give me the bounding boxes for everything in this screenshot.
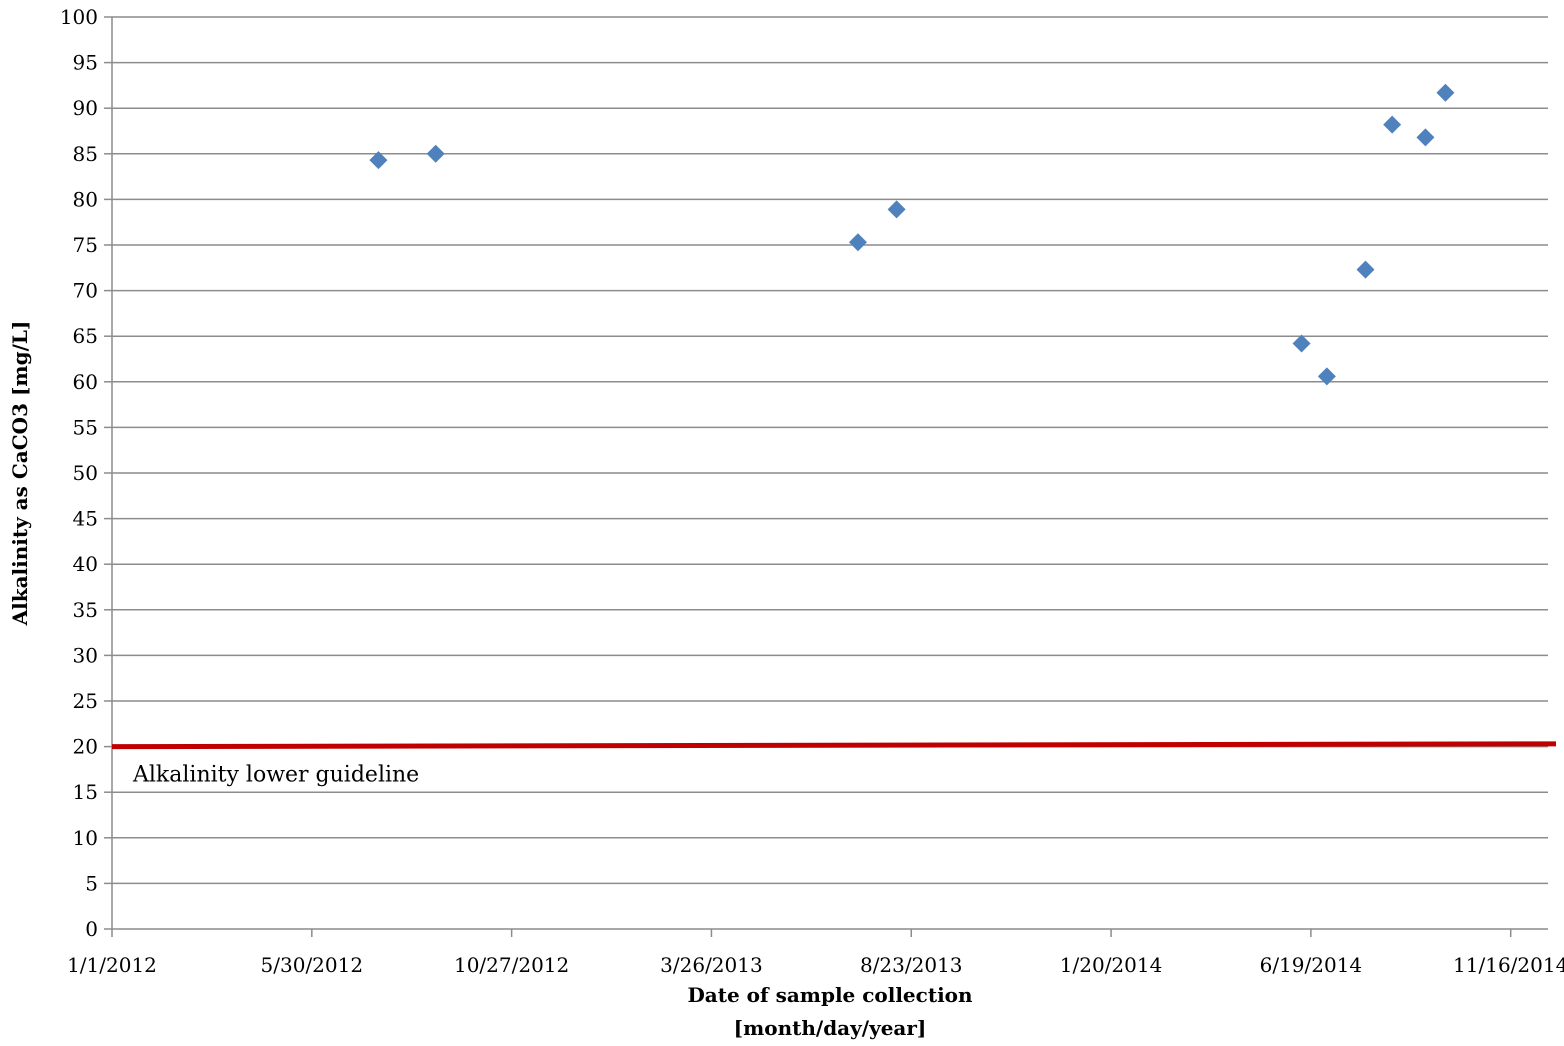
- x-tick-label: 3/26/2013: [660, 953, 763, 977]
- y-axis-title: Alkalinity as CaCO3 [mg/L]: [8, 321, 32, 627]
- x-tick-label: 5/30/2012: [261, 953, 364, 977]
- axes: [104, 16, 1548, 937]
- y-tick-label: 85: [73, 142, 98, 166]
- data-point: [848, 233, 867, 252]
- y-tick-label: 95: [73, 51, 98, 75]
- data-point: [887, 200, 906, 219]
- y-tick-label: 80: [73, 187, 98, 211]
- data-point: [1317, 367, 1336, 386]
- guideline-line: [111, 741, 1557, 750]
- x-tick-label: 1/1/2012: [67, 953, 157, 977]
- y-tick-label: 40: [73, 552, 98, 576]
- y-tick-label: 45: [73, 507, 98, 531]
- x-tick-label: 8/23/2013: [860, 953, 963, 977]
- x-tick-label: 11/16/2014: [1453, 953, 1564, 977]
- y-tick-label: 20: [73, 735, 98, 759]
- data-points: [369, 83, 1455, 386]
- y-tick-label: 55: [73, 415, 98, 439]
- data-point: [1416, 128, 1435, 147]
- y-tick-label: 25: [73, 689, 98, 713]
- y-tick-label: 35: [73, 598, 98, 622]
- data-point: [1292, 334, 1311, 353]
- y-tick-label: 90: [73, 96, 98, 120]
- y-tick-label: 60: [73, 370, 98, 394]
- x-tick-label: 10/27/2012: [454, 953, 569, 977]
- y-tick-label: 10: [73, 826, 98, 850]
- guideline-label: Alkalinity lower guideline: [132, 763, 419, 788]
- y-tick-label: 0: [85, 917, 98, 941]
- y-tick-label: 65: [73, 324, 98, 348]
- x-tick-label: 1/20/2014: [1060, 953, 1163, 977]
- guideline-group: Alkalinity lower guideline: [111, 741, 1557, 788]
- y-tick-label: 50: [73, 461, 98, 485]
- y-tick-label: 15: [73, 780, 98, 804]
- data-point: [1356, 260, 1375, 279]
- y-tick-label: 30: [73, 643, 98, 667]
- x-axis-title-line-1: Date of sample collection: [687, 983, 973, 1007]
- y-tick-label: 75: [73, 233, 98, 257]
- x-tick-labels: 1/1/2012 5/30/2012 10/27/2012 3/26/2013 8/23…: [67, 953, 1564, 977]
- x-axis-title-line-2: [month/day/year]: [734, 1016, 927, 1040]
- data-point: [426, 144, 445, 163]
- gridlines: [112, 16, 1548, 885]
- data-point: [369, 151, 388, 170]
- y-tick-label: 100: [60, 5, 98, 29]
- y-tick-labels: 0 5 10 15 20 25 30 35 40 45 50 55 60 65 70 75 80 85 90 95 10…: [60, 5, 98, 941]
- y-tick-label: 5: [85, 871, 98, 895]
- x-tick-label: 6/19/2014: [1260, 953, 1363, 977]
- data-point: [1436, 83, 1455, 102]
- y-tick-label: 70: [73, 279, 98, 303]
- data-point: [1383, 115, 1402, 134]
